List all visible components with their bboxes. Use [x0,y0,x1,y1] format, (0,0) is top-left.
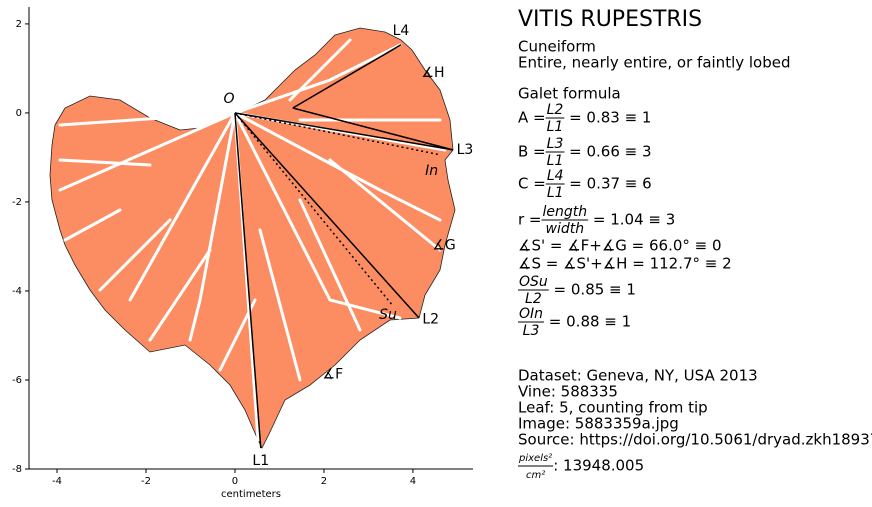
x-tick-label: -2 [141,476,151,487]
fraction-num: L2 [547,102,564,118]
point-label: Su [379,307,397,323]
formula-title: Galet formula [518,85,621,103]
fraction-num: L4 [547,168,564,184]
vein-line [234,112,454,151]
fraction-num: L3 [547,136,564,152]
formula-prefix: C = [518,175,546,193]
point-label: L3 [457,142,474,158]
fraction-den: width [546,221,585,237]
formula-prefix: r = [518,211,542,229]
fraction-den: L1 [547,119,564,135]
info-line: Dataset: Geneva, NY, USA 2013 [518,367,758,385]
y-tick-label: -4 [12,286,22,297]
info-line: Source: https://doi.org/10.5061/dryad.zk… [518,431,872,449]
formula-suffix: = 0.88 ≡ 1 [544,313,631,331]
fraction-den: L1 [547,153,564,169]
fraction-num: length [543,204,588,220]
shape: Cuneiform [518,38,596,56]
point-label: O [223,91,234,107]
density-value: : 13948.005 [553,457,644,475]
fraction-den: L2 [525,291,542,307]
formula-suffix: = 0.85 ≡ 1 [549,281,636,299]
fraction-den: L3 [523,323,540,339]
formula-prefix: A = [518,109,546,127]
veins [58,38,447,442]
y-tick-label: -2 [12,197,22,208]
dotted-vein-line [234,112,393,306]
vein-line [292,107,454,151]
y-tick-label: -8 [12,464,22,475]
formula-suffix: = 0.83 ≡ 1 [564,109,651,127]
info-line: Leaf: 5, counting from tip [518,399,708,417]
fraction-den: cm² [526,470,545,481]
angle-label: ∡F [323,367,344,383]
angle-label: ∡G [432,238,455,254]
point-label: L1 [252,453,269,469]
vein-line [234,112,420,319]
formula-suffix: = 0.37 ≡ 6 [565,175,652,193]
fraction-den: L1 [547,185,564,201]
title: VITIS RUPESTRIS [518,7,702,32]
vein-line [292,44,402,109]
point-label: In [425,163,438,179]
x-tick-label: 2 [321,476,327,487]
leaf-blade [49,27,456,449]
margin: Entire, nearly entire, or faintly lobed [518,54,791,72]
y-tick-label: 2 [16,19,22,30]
fraction-num: pixels² [518,453,552,464]
x-axis-label: centimeters [221,489,281,500]
x-tick-label: 4 [410,476,416,487]
formula-suffix: = 1.04 ≡ 3 [588,211,675,229]
y-tick-label: -6 [12,375,22,386]
x-tick-label: 0 [232,476,238,487]
formula-suffix: = 0.66 ≡ 3 [564,143,651,161]
point-label: L4 [393,23,410,39]
formula-prefix: ∡S = ∡S'+∡H = 112.7° ≡ 2 [518,255,732,273]
fraction-num: OIn [519,306,543,322]
formula-prefix: ∡S' = ∡F+∡G = 66.0° ≡ 0 [518,237,722,255]
y-tick-label: 0 [16,108,22,119]
point-label: L2 [422,312,439,328]
info-line: Vine: 588335 [518,383,618,401]
fraction-num: OSu [519,274,548,290]
info-line: Image: 5883359a.jpg [518,415,679,433]
vein-line [234,112,262,449]
x-tick-label: -4 [52,476,62,487]
angle-label: ∡H [421,65,444,81]
formula-prefix: B = [518,143,546,161]
